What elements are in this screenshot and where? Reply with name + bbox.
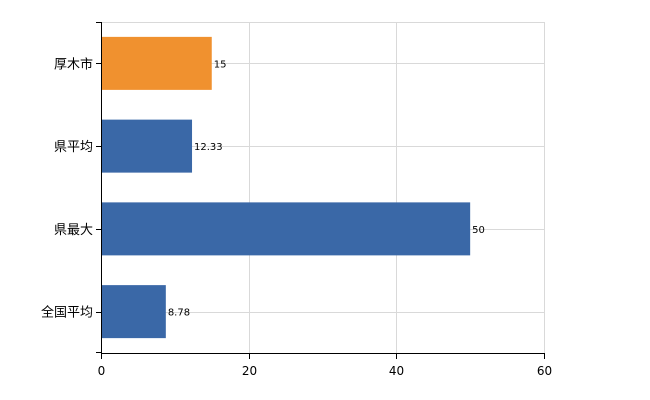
bar-1 xyxy=(102,36,212,90)
data-label-4: 8.78 xyxy=(168,308,190,319)
data-label-1: 15 xyxy=(214,59,227,70)
category-label-4: 全国平均 xyxy=(41,305,93,321)
data-label-3: 50 xyxy=(472,225,485,236)
category-label-2: 県平均 xyxy=(54,140,93,155)
bar-4 xyxy=(102,285,166,339)
bar-2 xyxy=(102,119,193,173)
bar-3 xyxy=(102,202,471,256)
x-tick-label-40: 40 xyxy=(389,364,404,378)
x-tick-label-60: 60 xyxy=(537,364,552,378)
data-label-2: 12.33 xyxy=(194,142,223,153)
category-label-3: 県最大 xyxy=(54,223,93,238)
x-tick-label-20: 20 xyxy=(242,364,257,378)
x-tick-label-0: 0 xyxy=(98,364,106,378)
category-label-1: 厚木市 xyxy=(54,56,93,72)
